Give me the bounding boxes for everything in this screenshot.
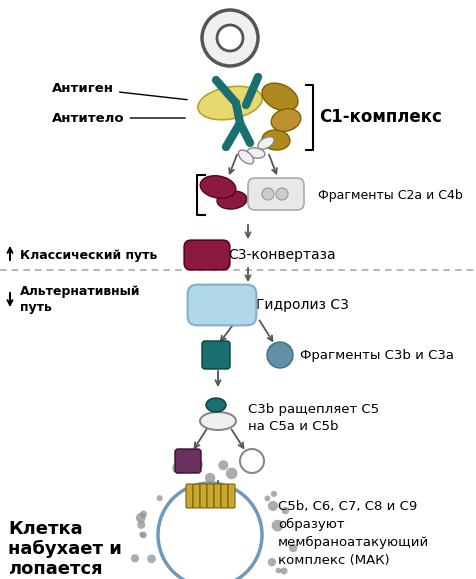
FancyBboxPatch shape	[220, 484, 228, 508]
FancyBboxPatch shape	[201, 341, 229, 369]
Circle shape	[264, 496, 270, 501]
Circle shape	[139, 511, 147, 518]
Ellipse shape	[261, 130, 289, 150]
Circle shape	[130, 554, 139, 562]
Circle shape	[147, 555, 156, 563]
Circle shape	[268, 501, 278, 511]
FancyBboxPatch shape	[228, 484, 235, 508]
Text: Фрагменты C3b и C3a: Фрагменты C3b и C3a	[299, 349, 453, 361]
Ellipse shape	[257, 137, 274, 149]
FancyBboxPatch shape	[184, 240, 229, 270]
Ellipse shape	[261, 83, 298, 111]
Circle shape	[281, 507, 288, 514]
Ellipse shape	[200, 175, 235, 198]
Ellipse shape	[247, 148, 264, 158]
Circle shape	[261, 188, 273, 200]
Text: образуют: образуют	[278, 518, 344, 531]
Circle shape	[140, 532, 147, 538]
Circle shape	[271, 520, 283, 532]
Text: мембраноатакующий: мембраноатакующий	[278, 536, 428, 549]
Text: C3b ращепляет C5: C3b ращепляет C5	[248, 404, 378, 416]
Circle shape	[201, 10, 258, 66]
Text: путь: путь	[20, 302, 52, 314]
Text: набухает и: набухает и	[8, 540, 122, 558]
Circle shape	[193, 459, 203, 469]
Circle shape	[267, 558, 276, 566]
Circle shape	[139, 532, 144, 537]
Text: лопается: лопается	[8, 560, 102, 578]
Ellipse shape	[238, 150, 253, 164]
Circle shape	[275, 568, 281, 573]
Text: комплекс (МАК): комплекс (МАК)	[278, 554, 389, 567]
FancyBboxPatch shape	[187, 285, 256, 325]
Text: Классический путь: Классический путь	[20, 248, 157, 262]
Text: Антитело: Антитело	[52, 112, 185, 124]
Circle shape	[156, 495, 162, 501]
Text: C1-комплекс: C1-комплекс	[318, 108, 441, 126]
Ellipse shape	[199, 412, 236, 430]
Circle shape	[267, 342, 292, 368]
Circle shape	[205, 472, 215, 483]
FancyBboxPatch shape	[199, 484, 207, 508]
Ellipse shape	[217, 191, 247, 209]
FancyBboxPatch shape	[214, 484, 220, 508]
Text: Антиген: Антиген	[52, 82, 187, 100]
Circle shape	[280, 567, 287, 574]
Circle shape	[158, 483, 261, 579]
Ellipse shape	[271, 109, 300, 131]
FancyBboxPatch shape	[186, 484, 193, 508]
Text: Фрагменты C2a и C4b: Фрагменты C2a и C4b	[317, 189, 462, 201]
Ellipse shape	[198, 86, 262, 120]
Circle shape	[172, 462, 184, 474]
Text: C3-конвертаза: C3-конвертаза	[228, 248, 335, 262]
FancyBboxPatch shape	[207, 484, 214, 508]
Text: C5b, C6, C7, C8 и C9: C5b, C6, C7, C8 и C9	[278, 500, 416, 513]
Text: Альтернативный: Альтернативный	[20, 285, 140, 299]
Text: Гидролиз C3: Гидролиз C3	[256, 298, 348, 312]
Circle shape	[217, 25, 242, 51]
Circle shape	[218, 460, 228, 470]
Ellipse shape	[206, 398, 226, 412]
Circle shape	[270, 491, 277, 497]
Circle shape	[276, 188, 288, 200]
Text: на C5a и C5b: на C5a и C5b	[248, 420, 338, 434]
FancyBboxPatch shape	[248, 178, 303, 210]
Circle shape	[288, 544, 297, 552]
Circle shape	[225, 468, 237, 479]
Text: Клетка: Клетка	[8, 520, 82, 538]
Circle shape	[137, 521, 145, 529]
FancyBboxPatch shape	[193, 484, 199, 508]
Circle shape	[136, 513, 145, 523]
FancyBboxPatch shape	[175, 449, 200, 473]
